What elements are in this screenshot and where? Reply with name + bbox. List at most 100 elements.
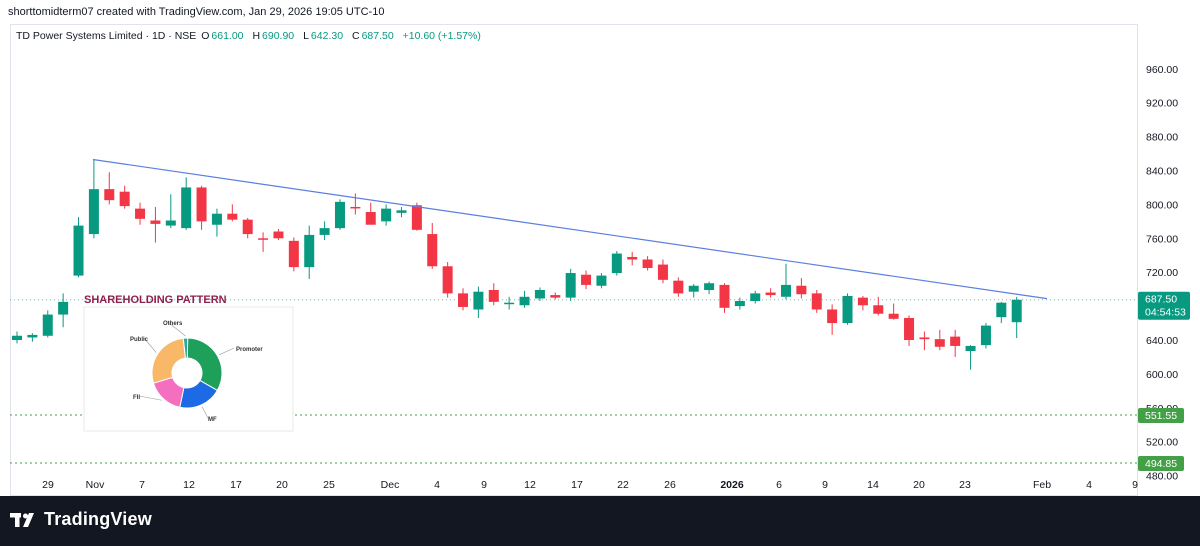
candle-body [673,280,684,294]
candle-body [581,274,592,285]
y-tick-label: 520.00 [1146,437,1178,449]
candle-body [58,301,69,315]
candle-body [365,212,376,225]
candle-body [950,336,961,346]
pie-slice [182,337,189,359]
candle-body [242,219,253,235]
candle-body [88,189,99,235]
candle-body [288,240,299,268]
candle-body [350,206,361,209]
candle-body [165,220,176,226]
shareholding-title: SHAREHOLDING PATTERN [84,294,227,306]
candle-body [135,208,146,219]
pie-slice-label: MF [208,417,217,423]
candle-body [857,297,868,306]
candle-body [12,335,22,340]
candle-body [273,231,284,239]
candle-body [150,220,161,224]
candle-body [765,292,776,296]
y-tick-label: 840.00 [1146,166,1178,178]
countdown-badge-value: 04:54:53 [1145,307,1186,319]
close-value: 687.50 [361,30,394,42]
candle-body [904,317,915,340]
shareholding-pattern-annotation: SHAREHOLDING PATTERN Promoter MF FII Public O… [83,294,294,432]
pie-slice-label: FII [133,395,140,401]
candle-body [104,189,115,201]
pie-slice [186,337,223,392]
x-tick-label: 12 [183,479,195,491]
candle-body [504,302,515,305]
candle-body [381,208,392,222]
candle-body [1011,299,1022,323]
candle-body [781,284,791,297]
y-tick-label: 960.00 [1146,64,1178,76]
candle-body [888,313,899,319]
y-tick-label: 480.00 [1146,471,1178,483]
candle-body [196,187,207,222]
candle-body [688,285,699,292]
x-tick-label: 23 [959,479,971,491]
candle-body [73,225,84,276]
y-tick-label: 880.00 [1146,132,1178,144]
candle-body [534,289,545,299]
candle-body [27,334,38,338]
symbol-title: TD Power Systems Limited · 1D · NSE [16,30,197,42]
candle-body [657,264,668,280]
price-scale [1138,24,1200,496]
y-tick-label: 720.00 [1146,267,1178,279]
candle-body [519,296,530,306]
close-label: C [351,30,360,42]
x-tick-label: 14 [867,479,879,491]
candle-body [719,284,730,308]
candle-body [473,291,484,310]
support-badge-2-value: 494.85 [1145,458,1177,470]
candle-body [227,213,238,220]
pie-slice-label: Public [130,337,149,343]
tradingview-logo[interactable]: TradingView [10,509,152,530]
last-price-badge [1138,291,1190,320]
shareholding-panel [83,306,294,432]
y-tick-label: 640.00 [1146,335,1178,347]
x-tick-label: Dec [381,479,400,491]
low-value: 642.30 [310,30,344,42]
x-tick-label: 12 [524,479,536,491]
support-badge-1-value: 551.55 [1145,410,1177,422]
support-badge-1 [1138,407,1184,423]
candle-body [411,205,422,230]
candle-body [427,234,438,267]
candle-body [811,293,822,310]
x-tick-label: 7 [139,479,145,491]
candle-body [642,259,653,268]
x-tick-label: 9 [822,479,828,491]
x-tick-label: 4 [1086,479,1092,491]
candle-body [458,293,469,307]
change-value: +10.60 (+1.57%) [402,30,481,42]
footer-bar: TradingView [0,496,1200,546]
candle-body [319,228,330,235]
high-label: H [252,30,261,42]
candle-body [934,339,945,347]
pie-leader-line [219,347,235,356]
price-chart[interactable]: 960.00 920.00 880.00 840.00 800.00 760.00 720.… [0,0,1200,496]
candle-body [627,256,638,260]
candle-body [734,301,745,307]
candle-body [842,295,853,324]
y-tick-label: 920.00 [1146,98,1178,110]
x-tick-label: 17 [571,479,583,491]
candle-body [488,289,499,302]
x-tick-label: 6 [776,479,782,491]
pie-leader-line [167,321,186,337]
y-tick-label: 800.00 [1146,199,1178,211]
pie-leader-line [143,337,157,353]
x-tick-label: Feb [1033,479,1051,491]
pie-slice-label: Others [163,321,183,327]
candle-body [334,201,345,229]
y-tick-label: 600.00 [1146,369,1178,381]
open-value: 661.00 [211,30,244,42]
pie-leader-line [138,395,163,401]
candle-body [119,191,130,207]
x-tick-label: 20 [276,479,288,491]
trendline [92,158,1048,300]
candle-body [980,325,991,346]
candle-body [565,273,576,298]
